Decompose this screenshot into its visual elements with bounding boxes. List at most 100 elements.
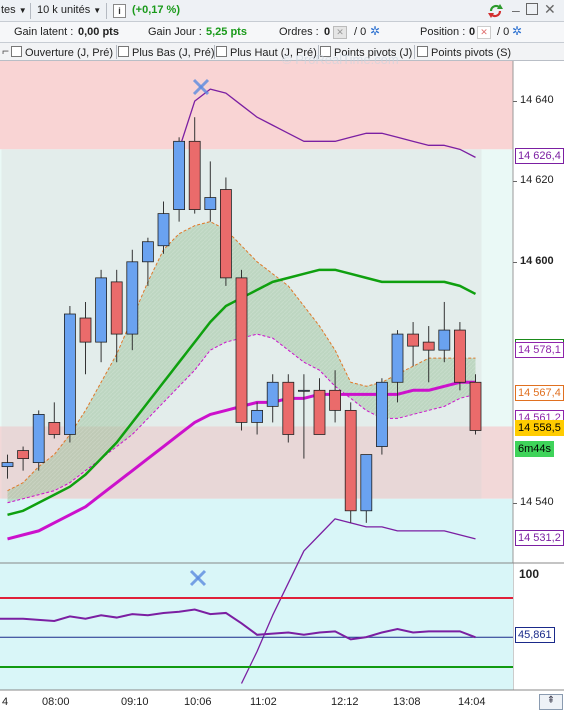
price-tag: 14 578,1 — [515, 341, 564, 358]
x-stroke — [192, 78, 210, 96]
candle-body — [313, 389, 326, 435]
refresh-icon[interactable] — [487, 3, 505, 19]
indicator-label: Points pivots (J) — [334, 47, 413, 59]
divider — [214, 45, 215, 59]
divider — [318, 45, 319, 59]
candle-body — [173, 140, 186, 210]
collapse-icon[interactable]: ⌐ — [2, 44, 10, 58]
candle-body — [188, 140, 201, 210]
lower-band-line — [240, 518, 476, 684]
candle-body — [79, 317, 92, 343]
tick-mark — [513, 502, 517, 504]
indicator-toggle-plus-haut[interactable]: Plus Haut (J, Pré) — [216, 46, 317, 59]
day-gain-value: 5,25 pts — [206, 26, 247, 38]
candle-body — [157, 213, 170, 247]
price-tag: 14 558,5 — [515, 420, 564, 437]
candle-body — [453, 329, 466, 383]
price-chart[interactable] — [0, 61, 564, 710]
close-position-icon[interactable]: ✕ — [477, 26, 491, 39]
upper-band-line — [178, 88, 476, 158]
top-toolbar: tes ▼ 10 k unités ▼ i (+0,17 %) – ✕ — [0, 0, 564, 22]
candle-body — [17, 450, 30, 459]
candle-body — [204, 197, 217, 210]
price-tick-label: 14 600 — [520, 254, 554, 267]
price-tick-label: 14 540 — [520, 495, 554, 508]
latent-gain-label: Gain latent : — [14, 26, 74, 38]
quantity-dropdown[interactable]: 10 k unités ▼ — [37, 4, 101, 16]
position-settings-icon[interactable]: ✲ — [512, 24, 523, 38]
indicator-label: Points pivots (S) — [431, 47, 512, 59]
candle-body — [282, 381, 295, 435]
osc-background — [0, 563, 513, 690]
time-tick-label: 4 — [2, 696, 9, 708]
candles — [1, 117, 482, 523]
osc-value-tag: 45,861 — [515, 627, 555, 643]
markers — [189, 78, 210, 587]
chevron-down-icon: ▼ — [93, 6, 102, 15]
indicator-toggle-ouverture[interactable]: Ouverture (J, Pré) — [11, 46, 113, 59]
scroll-to-end-button[interactable]: ⇞ — [539, 694, 563, 710]
candle-body — [344, 409, 357, 512]
price-tick-label: 14 620 — [520, 174, 554, 187]
minimize-icon[interactable]: – — [512, 2, 520, 18]
checkbox-icon — [216, 46, 227, 57]
close-icon[interactable]: ✕ — [544, 1, 556, 17]
checkbox-icon — [417, 46, 428, 57]
chevron-down-icon: ▼ — [18, 6, 27, 15]
candle-body — [48, 422, 61, 435]
indicator-toggle-pivots-j[interactable]: Points pivots (J) — [320, 46, 412, 59]
price-tag: 14 567,4 — [515, 384, 564, 401]
change-percent: (+0,17 %) — [132, 4, 180, 16]
instrument-dropdown[interactable]: tes ▼ — [1, 4, 27, 16]
time-tick-label: 10:06 — [184, 696, 212, 708]
indicator-label: Ouverture (J, Pré) — [25, 47, 114, 59]
event-marker-icon — [192, 78, 210, 96]
latent-gain-value: 0,00 pts — [78, 26, 119, 38]
checkbox-icon — [118, 46, 129, 57]
candle-body — [297, 389, 310, 392]
price-tick-label: 14 640 — [520, 94, 554, 107]
indicator-label: Plus Bas (J, Pré) — [132, 47, 215, 59]
indicator-toggle-plus-bas[interactable]: Plus Bas (J, Pré) — [118, 46, 215, 59]
candle-body — [422, 341, 435, 351]
candle-body — [1, 462, 14, 468]
divider — [30, 3, 31, 19]
candle-body — [329, 389, 342, 411]
osc-axis-top: 100 — [519, 567, 540, 581]
orders-value: 0 — [324, 26, 331, 38]
cancel-orders-icon[interactable]: ✕ — [333, 26, 347, 39]
maximize-icon[interactable] — [526, 3, 538, 15]
indicator-bar: ⌐ Ouverture (J, Pré) Plus Bas (J, Pré) P… — [0, 43, 564, 61]
candle-body — [219, 189, 232, 279]
orders-total: / 0 — [354, 26, 367, 38]
lower-dashed-line — [7, 333, 476, 504]
orders-settings-icon[interactable]: ✲ — [370, 24, 381, 38]
quantity-label: 10 k unités — [37, 4, 91, 16]
time-tick-label: 08:00 — [42, 696, 70, 708]
tick-mark — [513, 181, 517, 183]
instrument-label: tes — [1, 4, 16, 16]
tick-mark — [513, 261, 517, 263]
zone-red-top — [0, 61, 513, 150]
price-tag: 14 531,2 — [515, 530, 564, 547]
divider — [414, 45, 415, 59]
candle-body — [251, 409, 264, 423]
info-icon[interactable]: i — [113, 4, 126, 18]
watermark: © ProRealTime.com — [282, 52, 399, 67]
event-marker-icon — [189, 569, 207, 587]
position-value: 0 — [469, 26, 476, 38]
candle-body — [375, 381, 388, 447]
candle-body — [235, 277, 248, 423]
tick-mark — [513, 101, 517, 103]
checkbox-icon — [320, 46, 331, 57]
position-label: Position : — [420, 26, 466, 38]
candle-body — [407, 333, 420, 347]
divider — [106, 3, 107, 19]
candle-body — [438, 329, 451, 351]
indicator-toggle-pivots-s[interactable]: Points pivots (S) — [417, 46, 511, 59]
x-stroke — [189, 569, 207, 587]
time-tick-label: 14:04 — [458, 696, 486, 708]
time-tick-label: 13:08 — [393, 696, 421, 708]
candle-body — [64, 313, 76, 435]
oscillator-panel — [0, 597, 513, 668]
